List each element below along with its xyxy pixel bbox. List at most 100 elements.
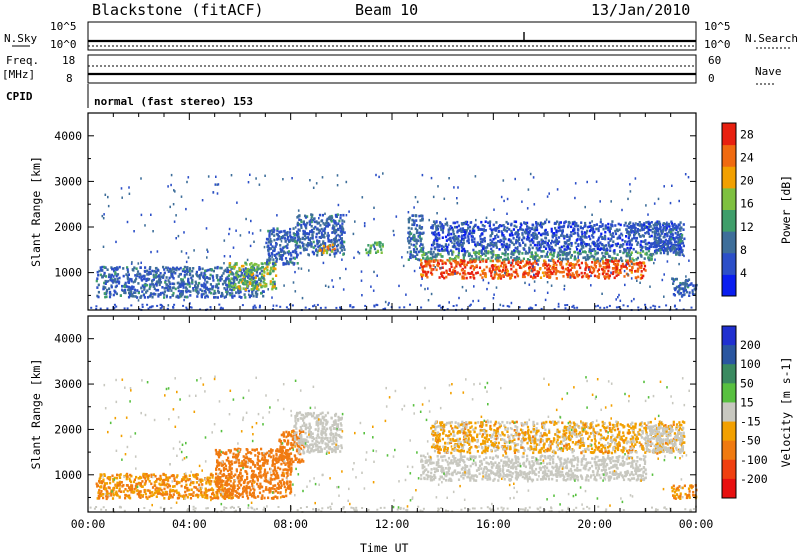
range-cell xyxy=(512,228,515,231)
range-cell xyxy=(515,238,518,242)
range-cell xyxy=(129,487,132,491)
range-cell xyxy=(116,273,120,276)
range-cell xyxy=(439,267,442,270)
range-cell xyxy=(296,230,299,234)
scatter-cell xyxy=(310,217,313,220)
scatter-cell xyxy=(271,255,273,259)
range-cell xyxy=(178,283,181,286)
range-cell xyxy=(557,259,560,263)
range-cell xyxy=(519,227,522,231)
range-cell xyxy=(343,248,346,251)
nsky-label: N.Sky xyxy=(4,32,37,45)
range-cell xyxy=(680,236,683,239)
range-cell xyxy=(123,291,126,294)
range-cell xyxy=(582,246,585,249)
range-cell xyxy=(370,244,373,248)
range-cell xyxy=(483,252,486,256)
range-cell xyxy=(650,257,653,261)
range-cell xyxy=(682,228,685,231)
range-cell xyxy=(209,483,212,486)
range-cell xyxy=(620,264,623,268)
range-cell xyxy=(552,252,555,255)
range-cell xyxy=(465,222,468,226)
range-cell xyxy=(561,229,564,232)
range-cell xyxy=(292,232,295,235)
range-cell xyxy=(97,290,100,294)
scatter-cell xyxy=(536,259,538,262)
range-cell xyxy=(293,238,296,241)
range-cell xyxy=(654,235,657,238)
range-cell xyxy=(129,287,133,291)
ground-cell xyxy=(130,304,133,307)
range-cell xyxy=(194,287,198,291)
range-cell xyxy=(122,274,125,278)
range-cell xyxy=(280,458,283,462)
range-cell xyxy=(643,224,646,227)
range-cell xyxy=(437,248,440,252)
range-cell xyxy=(440,225,443,228)
range-cell xyxy=(425,273,428,276)
range-cell xyxy=(319,224,322,227)
range-cell xyxy=(437,224,440,228)
range-cell xyxy=(606,272,609,276)
range-cell xyxy=(186,486,189,490)
range-cell xyxy=(139,266,142,269)
range-cell xyxy=(343,240,346,244)
range-cell xyxy=(436,263,439,267)
range-cell xyxy=(102,285,105,289)
range-cell xyxy=(527,262,530,266)
range-cell xyxy=(439,221,442,224)
range-cell xyxy=(556,253,559,257)
range-cell xyxy=(472,257,475,261)
range-cell xyxy=(323,223,326,226)
range-cell xyxy=(178,295,181,299)
range-cell xyxy=(172,474,175,478)
range-cell xyxy=(102,478,105,482)
range-cell xyxy=(192,289,195,292)
scatter-cell xyxy=(216,183,218,186)
range-cell xyxy=(263,267,266,271)
range-cell xyxy=(302,229,305,233)
range-cell xyxy=(476,251,479,254)
range-cell xyxy=(469,276,472,279)
range-cell xyxy=(308,223,312,226)
range-cell xyxy=(293,257,296,260)
range-cell xyxy=(228,265,231,269)
range-cell xyxy=(681,233,684,237)
range-cell xyxy=(244,288,248,291)
range-cell xyxy=(665,226,668,230)
range-cell xyxy=(480,249,483,252)
range-cell xyxy=(552,248,555,252)
range-cell xyxy=(102,480,105,483)
range-cell xyxy=(183,477,186,481)
range-cell xyxy=(312,227,315,230)
range-cell xyxy=(312,252,316,256)
range-cell xyxy=(315,235,318,239)
range-cell xyxy=(483,236,486,240)
range-cell xyxy=(229,484,233,487)
range-cell xyxy=(682,288,686,292)
range-cell xyxy=(147,489,150,492)
range-cell xyxy=(230,277,233,280)
range-cell xyxy=(453,221,456,225)
range-cell xyxy=(631,237,634,241)
range-cell xyxy=(471,227,475,231)
range-cell xyxy=(498,225,501,228)
range-cell xyxy=(430,260,433,263)
scatter-cell xyxy=(180,195,183,198)
range-cell xyxy=(605,250,608,254)
range-cell xyxy=(215,276,219,279)
range-cell xyxy=(551,257,554,260)
range-cell xyxy=(498,269,501,273)
range-cell xyxy=(416,229,419,232)
range-cell xyxy=(640,223,643,226)
scatter-cell xyxy=(169,205,171,209)
range-cell xyxy=(192,494,195,497)
range-cell xyxy=(483,229,486,233)
range-cell xyxy=(300,223,303,227)
range-cell xyxy=(98,495,101,499)
ground-cell xyxy=(649,306,652,309)
range-cell xyxy=(163,268,166,271)
range-cell xyxy=(694,293,697,296)
range-cell xyxy=(473,251,476,254)
